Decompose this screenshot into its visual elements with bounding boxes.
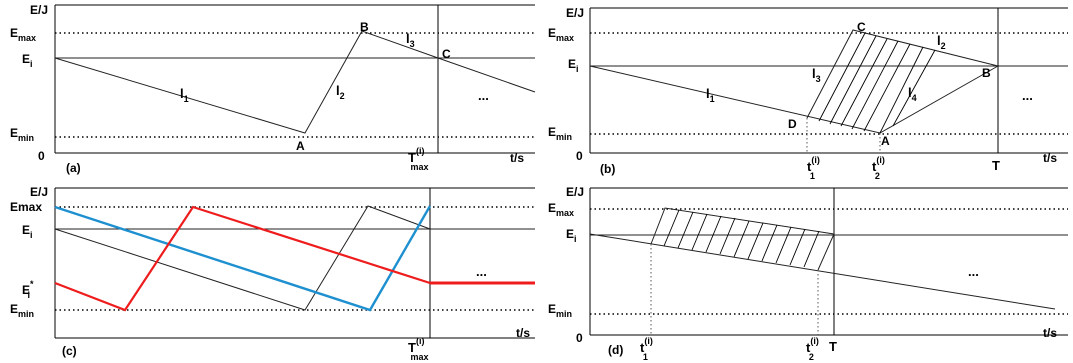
continuation-ellipsis: ... [1022,88,1033,103]
ei-label: Ei [566,227,577,244]
panel-d: E/J Emax Ei Emin 0 (d) t/s ... T t(i) 1 t… [548,185,1068,362]
ei-label: Ei [22,223,33,240]
ei-label: Ei [22,52,33,69]
emax-label: Emax [10,26,36,43]
tmax-label: T(i) max [408,336,428,362]
panel-a: E/J Emax Ei Emin 0 (a) t/s l1 l2 l3 A B … [10,3,536,175]
x-axis-label: t/s [510,151,524,165]
emin-label: Emin [548,125,572,142]
continuation-ellipsis: ... [476,264,487,279]
black-trajectory [54,205,431,311]
right-boundary [817,233,835,271]
origin-label: 0 [576,149,583,163]
line-l4-label: l4 [908,85,917,103]
line-l3-label: l3 [812,66,821,84]
upper-boundary [650,207,835,245]
panel-b: E/J Emax Ei Emin 0 (b) t/s l1 l2 l3 l4 A… [548,6,1068,181]
x-axis-label: t/s [1043,326,1057,340]
point-b-label: B [982,66,991,80]
y-axis-label: E/J [30,3,48,17]
origin-label: 0 [38,149,45,163]
panel-caption: (b) [600,162,615,176]
blue-trajectory [54,205,432,312]
line-l1-label: l1 [180,86,189,104]
t1-label: t(i) 1 [807,155,820,181]
discharge-line [589,233,1056,310]
x-axis-label: t/s [1043,151,1057,165]
red-trajectory [54,205,431,312]
point-c-label: C [442,47,451,61]
panel-caption: (a) [66,161,81,175]
emax-label: Emax [548,201,574,218]
ei-label: Ei [568,57,579,74]
t2-label: t(i) 2 [872,155,885,181]
emin-label: Emin [10,302,34,319]
t2-label: t(i) 2 [806,336,819,362]
line-l3-label: l3 [406,31,415,49]
line-l2-label: l2 [937,33,946,51]
x-axis-label: t/s [516,326,530,340]
emin-label: Emin [548,302,572,319]
energy-trajectory [54,30,536,134]
emin-label: Emin [10,126,34,143]
emax-label: Emax [10,200,42,214]
t-label: T [992,158,1000,173]
panel-caption: (c) [62,344,77,358]
point-b-label: B [360,20,369,34]
y-axis-label: E/J [566,6,584,20]
y-axis-label: E/J [566,185,584,199]
panel-c: E/J Emax Ei E* i Emin (c) t/s ... T(i) max [10,185,535,362]
panel-caption: (d) [608,343,623,357]
hatched-region [818,32,936,134]
line-l3-l2 [806,29,999,119]
emax-label: Emax [548,26,574,43]
point-a-label: A [881,134,890,148]
y-axis-label: E/J [30,185,48,199]
t1-label: t(i) 1 [640,336,653,362]
continuation-ellipsis: ... [478,88,489,103]
continuation-ellipsis: ... [968,264,979,279]
origin-label: 0 [576,331,583,345]
line-l2-label: l2 [336,83,345,101]
line-l1-label: l1 [706,86,715,104]
t-label: T [829,339,837,354]
tmax-label: T(i) max [408,146,428,172]
hatched-region [663,209,820,268]
ei-star-label: E* i [22,279,34,300]
point-d-label: D [788,117,797,131]
point-c-label: C [857,20,866,34]
point-a-label: A [296,139,305,153]
